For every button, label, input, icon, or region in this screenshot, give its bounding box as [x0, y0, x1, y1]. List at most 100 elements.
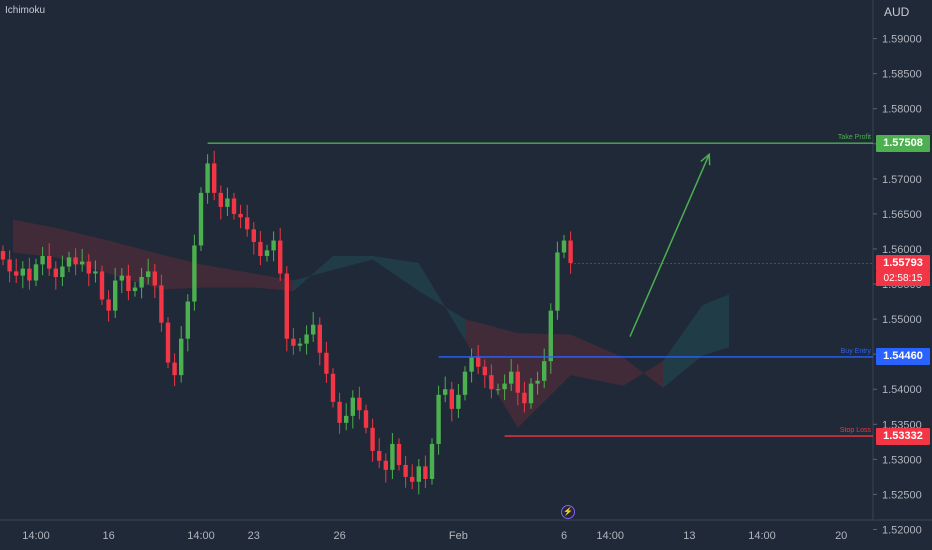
candle-body [86, 261, 91, 274]
x-tick-label: 13 [683, 530, 695, 542]
candle-body [561, 240, 567, 253]
candle-body [528, 383, 534, 404]
candle-body [489, 375, 494, 390]
projection-arrow [629, 153, 710, 337]
x-tick-label: 14:00 [748, 530, 776, 542]
candle-body [40, 255, 45, 265]
ichimoku-cloud-segment [663, 305, 703, 388]
lightning-icon[interactable]: ⚡ [561, 505, 575, 519]
candle-body [218, 192, 223, 207]
take-profit-label: Take Profit [838, 134, 871, 141]
candle-body [502, 383, 507, 390]
candle-body [14, 271, 19, 276]
stop-loss-price-tag: 1.53332 [876, 427, 930, 445]
candle-body [139, 277, 144, 288]
candle-body [185, 301, 190, 339]
indicator-label[interactable]: Ichimoku [5, 5, 46, 16]
candle-body [568, 240, 573, 263]
candle-body [350, 397, 355, 416]
candle-body [258, 241, 263, 256]
candle-body [403, 464, 408, 477]
ichimoku-cloud-segment [570, 334, 624, 386]
ichimoku-cloud-segment [161, 254, 201, 290]
candle-body [291, 338, 296, 346]
candle-body [357, 397, 362, 411]
candle-body [383, 460, 388, 470]
x-tick-label: 16 [102, 530, 114, 542]
candle-body [245, 217, 250, 230]
candle-body [522, 392, 527, 404]
candle-body [324, 352, 329, 374]
countdown-timer: 02:58:15 [876, 271, 930, 286]
candle-body [509, 371, 514, 384]
candle-body [264, 250, 270, 256]
candle-body [456, 394, 461, 409]
candle-body [337, 401, 342, 423]
x-tick-label: 14:00 [22, 530, 50, 542]
buy-entry-label: Buy Entry [841, 348, 872, 355]
candle-body [495, 389, 501, 391]
ichimoku-cloud-segment [201, 264, 254, 288]
candle-body [33, 264, 39, 281]
candle-body [449, 389, 454, 409]
ichimoku-cloud-segment [253, 273, 294, 292]
take-profit-price-tag: 1.57508 [876, 134, 930, 152]
y-tick-label: 1.54000 [882, 384, 922, 396]
candle-body [0, 251, 6, 260]
candle-body [231, 198, 237, 214]
candle-body [377, 450, 382, 461]
ichimoku-cloud-segment [623, 357, 663, 388]
ichimoku-cloud-segment [333, 255, 373, 270]
y-tick-label: 1.58000 [882, 104, 922, 116]
candle-body [212, 163, 217, 193]
buy-entry-price-tag: 1.54460 [876, 348, 930, 366]
x-tick-label: 26 [333, 530, 345, 542]
y-tick-label: 1.56000 [882, 244, 922, 256]
candle-body [60, 266, 65, 278]
candle-body [443, 389, 448, 395]
candle-body [396, 443, 402, 465]
candle-body [304, 334, 309, 344]
candle-body [548, 310, 553, 362]
candle-body [476, 357, 481, 367]
candle-body [515, 371, 520, 393]
y-tick-label: 1.56500 [882, 209, 922, 221]
x-tick-label: 14:00 [187, 530, 215, 542]
candle-body [390, 443, 395, 470]
candle-body [436, 394, 441, 444]
candle-body [7, 259, 12, 272]
candle-body [225, 198, 230, 207]
y-tick-label: 1.59000 [882, 34, 922, 46]
candle-body [370, 427, 375, 451]
ichimoku-cloud-segment [372, 255, 419, 292]
y-tick-label: 1.53000 [882, 454, 922, 466]
ichimoku-cloud-segment [12, 219, 56, 258]
x-tick-label: 14:00 [596, 530, 624, 542]
ichimoku-cloud-segment [418, 262, 465, 341]
candle-body [555, 252, 560, 311]
ichimoku-cloud-segment [702, 294, 729, 356]
current-price-tag: 1.55793 [876, 254, 930, 272]
candle-body [27, 268, 32, 281]
candle-body [363, 410, 369, 428]
candle-body [330, 373, 336, 402]
candle-body [80, 261, 85, 265]
candle-body [126, 275, 131, 292]
candle-body [278, 240, 283, 274]
candle-body [179, 338, 184, 376]
x-tick-label: Feb [449, 530, 468, 542]
candle-body [73, 257, 78, 265]
candle-body [429, 443, 435, 479]
candle-body [152, 271, 157, 286]
y-tick-label: 1.52500 [882, 489, 922, 501]
candle-body [66, 257, 72, 267]
stop-loss-label: Stop Loss [840, 427, 872, 434]
candle-body [119, 275, 124, 281]
candle-body [344, 415, 349, 423]
candle-body [99, 271, 105, 300]
y-tick-label: 1.55000 [882, 314, 922, 326]
candle-body [205, 163, 210, 193]
candle-body [462, 371, 468, 395]
candle-body [317, 324, 322, 353]
